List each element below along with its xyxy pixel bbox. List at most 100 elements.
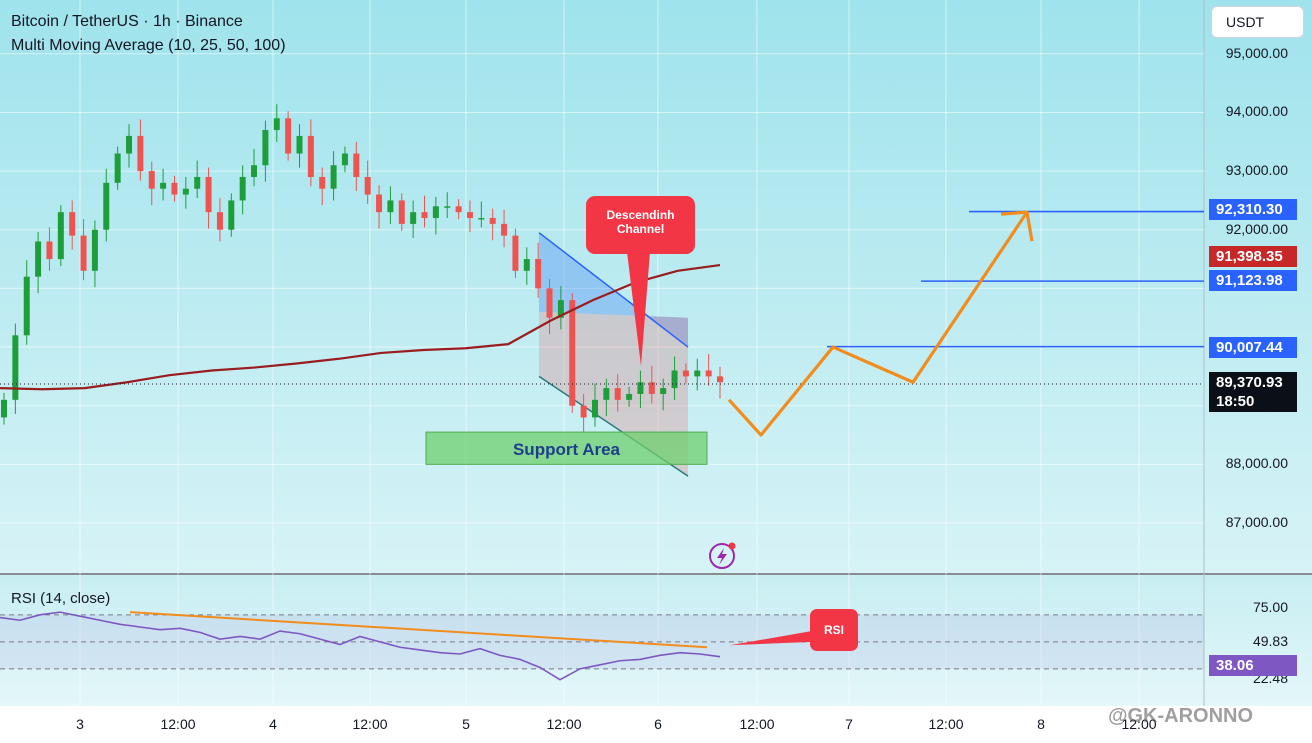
countdown: 18:50 [1216,393,1255,410]
last-price-tag: 89,370.93 18:50 [1209,372,1297,412]
time-axis-label: 12:00 [1121,716,1157,732]
descending-channel-callout: Descendinh Channel [586,196,695,254]
candle-body [57,212,64,260]
candle-body [523,259,530,271]
candle-body [501,223,508,236]
target-price-tag: 92,310.30 [1209,199,1297,220]
candle-body [705,370,712,377]
candle-body [103,182,110,230]
rsi-pane-background [0,575,1312,706]
projection-path [727,211,1029,437]
candle-body [182,188,189,195]
projection-arrowhead [1000,210,1034,242]
last-price: 89,370.93 [1216,374,1283,391]
candle-body [262,130,269,166]
candle-body [580,405,587,418]
candle-body [205,176,212,213]
moving-average-price-tag: 91,398.35 [1209,246,1297,267]
candle-body [694,370,701,377]
candle-body [171,182,178,195]
notification-dot-icon [728,542,736,550]
support-area-label: Support Area [512,440,621,459]
candle-body [330,165,337,189]
currency-button[interactable]: USDT [1211,6,1304,38]
rsi-callout-pointer [730,631,812,646]
rsi-label: RSI (14, close) [11,590,111,607]
callout-line-1: Descendinh [606,208,675,222]
rsi-line [0,611,721,681]
time-axis-label: 4 [269,716,277,732]
candle-body [478,218,485,220]
candle-body [648,382,655,394]
candle-body [69,212,76,236]
candle-body [682,370,689,377]
candle-body [46,241,53,260]
time-axis-label: 8 [1037,716,1045,732]
candle-body [489,218,496,224]
candle-body [12,335,19,400]
time-axis-label: 5 [462,716,470,732]
candle-body [535,259,542,289]
breakout-price-tag: 90,007.44 [1209,337,1297,358]
candle-body [285,118,292,154]
candle-body [228,200,235,230]
candle-body [432,206,439,219]
candle-body [148,171,155,189]
candle-body [239,176,246,201]
time-axis-label: 3 [76,716,84,732]
candle-body [80,235,87,271]
time-axis-label: 12:00 [928,716,964,732]
candle-body [307,135,314,177]
time-axis-background [0,706,1312,743]
price-axis-label: 95,000.00 [1225,44,1288,61]
candle-body [319,176,326,189]
indicator-label: Multi Moving Average (10, 25, 50, 100) [11,37,286,54]
watermark: @GK-ARONNO [1108,705,1254,727]
candle-body [569,300,576,406]
candle-body [251,165,258,177]
lightning-icon [709,543,735,569]
main-pane-background [0,0,1312,573]
rsi-axis-label: 49.83 [1252,633,1288,650]
candle-body [353,153,360,177]
candle-body [387,200,394,213]
callout-line-2: Channel [616,222,665,236]
candle-body [671,370,678,389]
chart-title: Bitcoin / TetherUS · 1h · Binance [11,13,243,30]
candle-body [591,399,598,418]
candle-body [364,176,371,195]
rsi-value-tag: 38.06 [1209,655,1297,676]
candle-body [421,212,428,219]
candle-body [1,399,7,418]
candle-body [216,212,223,230]
candle-body [512,235,519,271]
support-area-box [425,431,708,465]
time-axis-label: 12:00 [739,716,775,732]
rsi-axis-label: 75.00 [1252,599,1288,616]
rsi-callout: RSI [810,609,858,651]
candle-body [160,182,167,189]
time-axis-label: 12:00 [160,716,196,732]
time-axis-label: 12:00 [546,716,582,732]
candle-body [341,153,348,166]
candle-body [603,388,610,400]
candle-body [660,388,667,394]
time-axis-label: 12:00 [352,716,388,732]
candle-body [466,212,473,219]
candle-body [637,382,644,394]
price-axis-label: 87,000.00 [1225,514,1288,530]
candle-body [717,376,723,383]
time-axis-label: 6 [654,716,662,732]
candle-body [614,388,621,400]
callout-pointer [627,252,650,366]
rsi-trend-line [129,611,708,649]
price-axis-label: 93,000.00 [1225,162,1288,179]
price-axis-label: 88,000.00 [1225,455,1288,472]
candle-body [557,300,564,318]
price-axis-label: 92,000.00 [1225,220,1288,237]
candle-body [273,118,280,131]
price-axis-label: 94,000.00 [1225,103,1288,120]
candle-body [376,194,383,213]
candle-body [444,206,451,208]
